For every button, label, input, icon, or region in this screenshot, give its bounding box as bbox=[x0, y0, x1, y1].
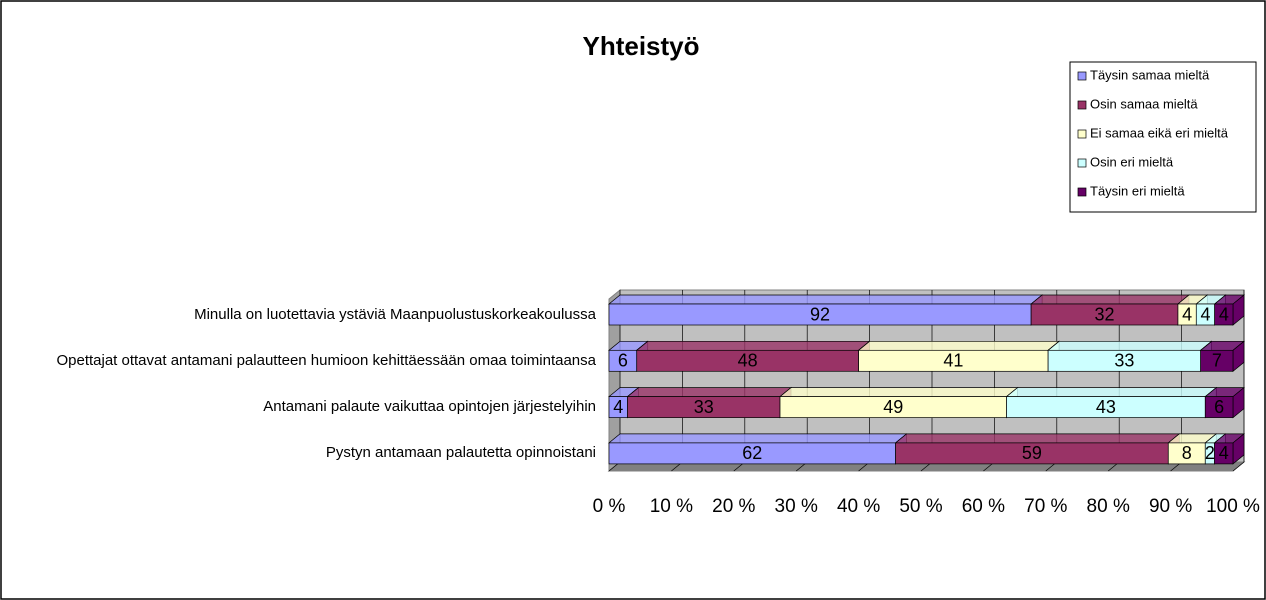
legend-swatch bbox=[1077, 187, 1087, 197]
data-label: 4 bbox=[1219, 304, 1229, 324]
bar-top bbox=[635, 340, 871, 351]
x-tick-label: 40 % bbox=[837, 496, 880, 517]
bar bbox=[1214, 442, 1234, 465]
bar-top bbox=[626, 387, 793, 397]
bar-top bbox=[608, 433, 908, 444]
data-label: 32 bbox=[1095, 304, 1115, 324]
bar bbox=[1204, 396, 1234, 418]
data-label: 59 bbox=[1022, 443, 1042, 463]
data-label: 7 bbox=[1212, 351, 1222, 371]
legend-label: Osin eri mieltä bbox=[1090, 154, 1174, 169]
bar bbox=[1200, 349, 1234, 372]
x-tick-label: 70 % bbox=[1024, 496, 1067, 517]
data-label: 4 bbox=[613, 397, 623, 417]
bar-top bbox=[1047, 340, 1213, 351]
data-label: 4 bbox=[1182, 304, 1192, 324]
bar-top bbox=[857, 340, 1061, 351]
data-label: 4 bbox=[1200, 304, 1210, 324]
data-label: 6 bbox=[1214, 397, 1224, 417]
bar-top bbox=[1005, 387, 1218, 397]
grid-line bbox=[1232, 461, 1245, 472]
legend-swatch bbox=[1077, 158, 1087, 168]
data-label: 92 bbox=[810, 304, 830, 324]
x-tick-label: 100 % bbox=[1206, 496, 1260, 517]
legend-label: Osin samaa mieltä bbox=[1090, 96, 1198, 111]
data-label: 4 bbox=[1219, 443, 1229, 463]
data-label: 49 bbox=[883, 397, 903, 417]
y-tick-label: Antamani palaute vaikuttaa opintojen jär… bbox=[263, 398, 596, 416]
data-label: 33 bbox=[694, 397, 714, 417]
x-tick-label: 90 % bbox=[1149, 496, 1192, 517]
legend-label: Ei samaa eikä eri mieltä bbox=[1090, 125, 1229, 140]
x-tick-label: 50 % bbox=[899, 496, 942, 517]
data-label: 41 bbox=[943, 351, 963, 371]
bar-top bbox=[608, 294, 1044, 305]
chart-title: Yhteistyö bbox=[582, 31, 699, 61]
legend-label: Täysin samaa mieltä bbox=[1090, 67, 1210, 82]
x-tick-label: 10 % bbox=[650, 496, 693, 517]
x-tick-label: 80 % bbox=[1087, 496, 1130, 517]
y-tick-label: Opettajat ottavat antamani palautteen hu… bbox=[56, 351, 596, 369]
data-label: 2 bbox=[1205, 443, 1215, 463]
bar-top bbox=[779, 387, 1019, 397]
legend-box bbox=[1069, 61, 1257, 213]
bar-top bbox=[894, 433, 1181, 444]
legend-swatch bbox=[1077, 71, 1087, 81]
legend-label: Täysin eri mieltä bbox=[1090, 183, 1185, 198]
bar-top bbox=[1030, 294, 1190, 305]
y-tick-label: Minulla on luotettavia ystäviä Maanpuolu… bbox=[194, 305, 596, 323]
bar bbox=[1214, 303, 1234, 326]
x-tick-label: 20 % bbox=[712, 496, 755, 517]
y-tick-label: Pystyn antamaan palautetta opinnoistani bbox=[325, 444, 596, 462]
data-label: 43 bbox=[1096, 397, 1116, 417]
data-label: 33 bbox=[1114, 351, 1134, 371]
legend-swatch bbox=[1077, 129, 1087, 139]
data-label: 62 bbox=[742, 443, 762, 463]
legend-swatch bbox=[1077, 100, 1087, 110]
x-tick-label: 30 % bbox=[775, 496, 818, 517]
data-label: 48 bbox=[738, 351, 758, 371]
x-tick-label: 0 % bbox=[593, 496, 626, 517]
x-tick-label: 60 % bbox=[962, 496, 1005, 517]
data-label: 6 bbox=[618, 351, 628, 371]
data-label: 8 bbox=[1182, 443, 1192, 463]
